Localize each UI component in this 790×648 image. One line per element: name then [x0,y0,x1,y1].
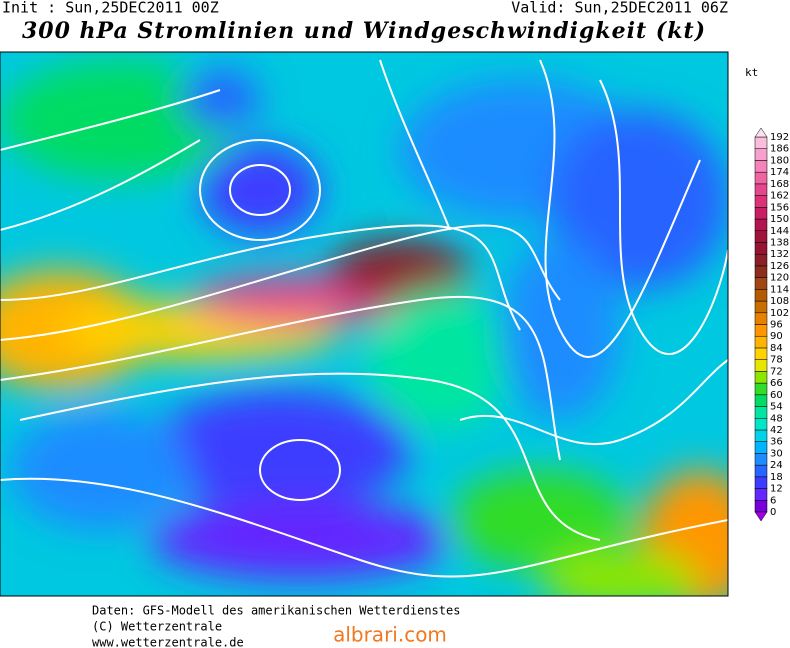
colorbar-label: 132 [770,249,789,260]
colorbar-swatch [754,335,768,349]
colorbar-label: 168 [770,179,789,190]
map [0,52,728,596]
colorbar-label: 156 [770,202,789,213]
colorbar-arrow-bottom [754,511,768,522]
colorbar-label: 192 [770,132,789,143]
colorbar-label: 72 [770,366,783,377]
colorbar-label: 162 [770,191,789,202]
colorbar-swatch [754,476,768,489]
streamlines [0,59,728,578]
colorbar-swatch [754,406,768,419]
colorbar-label: 30 [770,448,783,459]
colorbar-label: 126 [770,261,789,272]
colorbar-label: 78 [770,355,783,366]
colorbar-swatch [754,394,768,407]
colorbar-label: 54 [770,402,783,413]
colorbar-label: 42 [770,425,783,436]
colorbar-label: 60 [770,390,783,401]
colorbar-label: 96 [770,320,783,331]
colorbar-label: 90 [770,331,783,342]
colorbar-arrow-top [754,127,768,138]
colorbar-label: 144 [770,226,789,237]
colorbar-label: 18 [770,472,783,483]
colorbar-label: 0 [770,507,776,518]
colorbar-label: 24 [770,460,783,471]
footer-line: Daten: GFS-Modell des amerikanischen Wet… [92,604,460,618]
colorbar-label: 114 [770,284,789,295]
colorbar-swatch [754,371,768,384]
watermark: albrari.com [333,623,447,647]
colorbar-label: 108 [770,296,789,307]
colorbar-label: 186 [770,144,789,155]
colorbar-label: 150 [770,214,789,225]
colorbar-label: 102 [770,308,789,319]
colorbar-swatch [754,488,768,501]
colorbar-swatch [754,242,768,255]
colorbar-swatch [754,171,768,185]
colorbar-label: 84 [770,343,783,354]
map-title: 300 hPa Stromlinien und Windgeschwindigk… [22,18,706,44]
colorbar-label: 120 [770,273,789,284]
valid-time: Valid: Sun,25DEC2011 06Z [511,0,728,17]
colorbar-swatch [754,347,768,360]
colorbar-swatch [754,418,768,431]
colorbar-label: 36 [770,437,783,448]
colorbar-swatch [754,500,768,513]
init-time: Init : Sun,25DEC2011 00Z [2,0,219,17]
colorbar-label: 48 [770,413,783,424]
colorbar-swatch [754,324,768,337]
colorbar-swatch [754,195,768,208]
colorbar-swatch [754,382,768,396]
colorbar-swatch [754,359,768,372]
colorbar-label: 66 [770,378,783,389]
colorbar-label: 138 [770,237,789,248]
colorbar-swatch [754,253,768,267]
colorbar-swatch [754,148,768,161]
colorbar: 0612182430364248546066727884909610210811… [754,127,789,522]
colorbar-unit: kt [745,66,758,79]
colorbar-swatch [754,136,768,149]
colorbar-swatch [754,453,768,466]
colorbar-swatch [754,429,768,442]
colorbar-swatch [754,230,768,243]
colorbar-swatch [754,160,768,173]
colorbar-swatch [754,300,768,314]
colorbar-label: 6 [770,495,776,506]
footer-line: (C) Wetterzentrale [92,620,222,634]
footer-line: www.wetterzentrale.de [92,636,244,648]
colorbar-label: 174 [770,167,789,178]
colorbar-label: 12 [770,484,783,495]
colorbar-label: 180 [770,155,789,166]
colorbar-swatch [754,289,768,302]
colorbar-swatch [754,441,768,454]
colorbar-swatch [754,218,768,231]
colorbar-swatch [754,183,768,196]
colorbar-swatch [754,464,768,478]
colorbar-swatch [754,265,768,278]
colorbar-swatch [754,207,768,220]
colorbar-swatch [754,312,768,325]
map-frame [0,51,729,597]
colorbar-swatch [754,277,768,290]
